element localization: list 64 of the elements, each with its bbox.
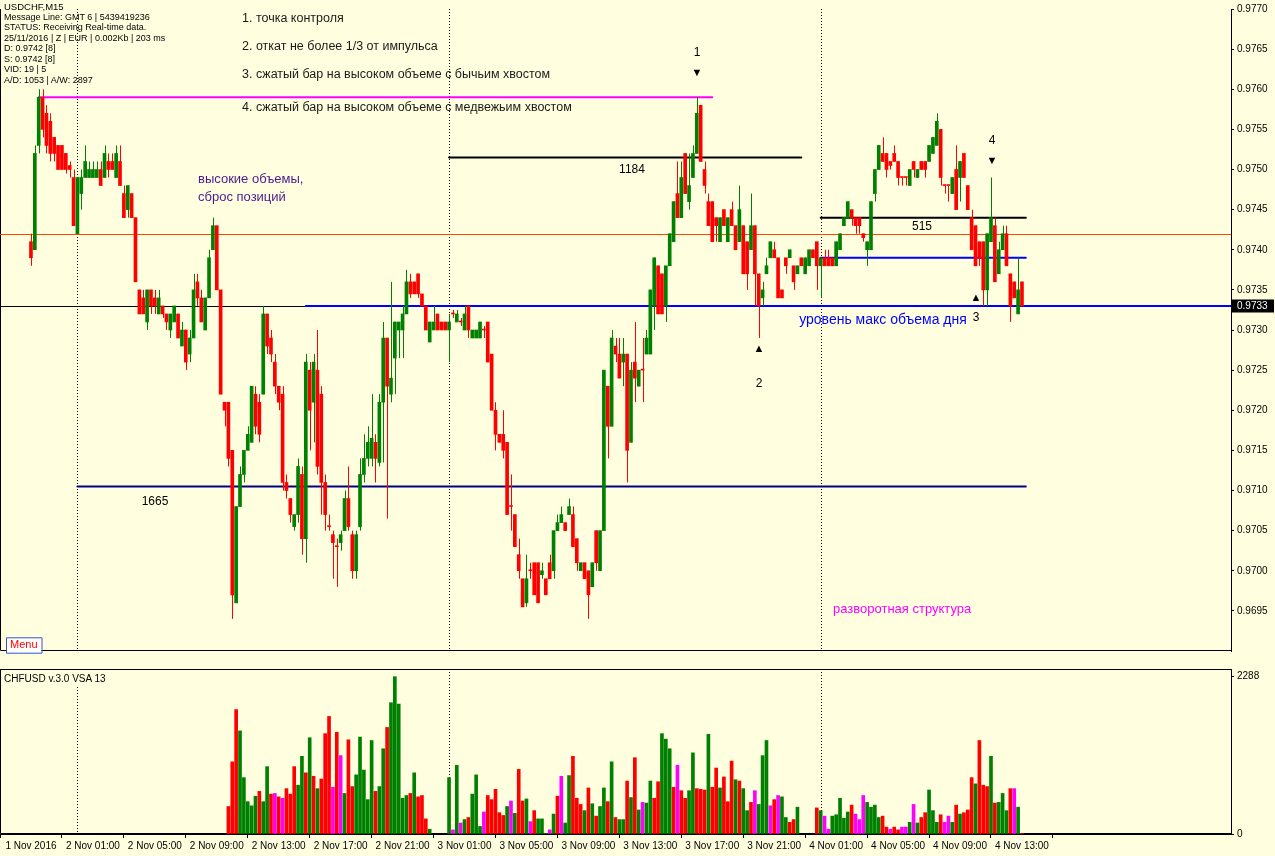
y-tick-label: 0.9725 — [1237, 363, 1269, 375]
annotation: 1 — [693, 45, 701, 60]
annotation: ▲ — [970, 291, 982, 304]
x-tick-label: 4 Nov 01:00 — [809, 839, 864, 851]
y-tick-label: 0.9765 — [1237, 42, 1269, 54]
annotation: STATUS: Receiving Real-time data. — [4, 22, 147, 33]
y-tick-label: 0.9695 — [1237, 604, 1269, 616]
annotation: 1. точка контроля — [242, 11, 344, 26]
y-tick-label: 0.9750 — [1237, 163, 1269, 175]
x-tick-label: 1 Nov 2016 — [5, 839, 57, 851]
annotation: 2. откат не более 1/3 от импульса — [242, 39, 438, 54]
annotation: 25/11/2016 | Z | EUR | 0.002Kb | 203 ms — [4, 32, 166, 43]
y-tick-label: 0 — [1237, 827, 1243, 839]
annotation: 4. сжатый бар на высоком объеме с медвежьим хвостом — [242, 100, 572, 115]
x-tick-label: 3 Nov 09:00 — [561, 839, 616, 851]
x-tick-label: 4 Nov 13:00 — [994, 839, 1050, 851]
chart-title: CHFUSD v.3.0 VSA 13 — [4, 672, 106, 684]
x-tick-label: 3 Nov 13:00 — [623, 839, 678, 851]
annotation: VID: 19 | 5 — [4, 64, 47, 75]
y-tick-label: 0.9700 — [1237, 564, 1269, 576]
x-tick-label: 3 Nov 17:00 — [685, 839, 740, 851]
y-tick-label: 0.9710 — [1237, 484, 1269, 496]
x-tick-label: 4 Nov 05:00 — [871, 839, 926, 851]
annotation: Menu — [10, 638, 38, 651]
annotation: 3 — [972, 310, 980, 325]
annotation: 515 — [911, 219, 933, 234]
annotation: S: 0.9742 [8] — [4, 53, 56, 64]
x-tick-label: 4 Nov 09:00 — [933, 839, 988, 851]
y-tick-label: 0.9740 — [1237, 243, 1269, 255]
annotation: высокие объемы, сброс позиций — [198, 170, 304, 204]
chart-title: USDCHF,M15 — [4, 0, 64, 12]
x-tick-label: 2 Nov 09:00 — [189, 839, 245, 851]
x-tick-label: 2 Nov 13:00 — [251, 839, 307, 851]
x-tick-label: 3 Nov 21:00 — [747, 839, 802, 851]
ref-line-label: 0.9733 — [1237, 300, 1269, 312]
y-tick-label: 0.9760 — [1237, 83, 1269, 94]
y-tick-label: 0.9735 — [1237, 283, 1269, 295]
annotation: A/D: 1053 | A/W: 2897 — [4, 74, 93, 85]
x-tick-label: 2 Nov 01:00 — [65, 839, 121, 851]
x-tick-label: 2 Nov 05:00 — [127, 839, 183, 851]
y-tick-label: 0.9720 — [1237, 404, 1269, 415]
y-tick-label: 0.9770 — [1237, 2, 1269, 14]
y-tick-label: 0.9715 — [1237, 444, 1269, 456]
annotation: 2 — [755, 376, 763, 391]
y-tick-label: 2288 — [1237, 670, 1260, 682]
annotation: ▲ — [753, 342, 765, 355]
annotation: ▼ — [691, 66, 703, 79]
x-tick-label: 3 Nov 05:00 — [499, 839, 554, 851]
annotation: 4 — [988, 133, 996, 148]
y-tick-label: 0.9755 — [1237, 123, 1269, 135]
annotation: разворотная структура — [833, 600, 973, 616]
annotation: 3. сжатый бар на высоком объеме с бычьим хвостом — [242, 67, 551, 82]
x-tick-label: 2 Nov 21:00 — [375, 839, 430, 851]
annotation: 1184 — [619, 162, 646, 177]
y-tick-label: 0.9705 — [1237, 524, 1269, 536]
annotation: Message Line: GMT 6 | 5439419236 — [4, 11, 150, 22]
x-tick-label: 2 Nov 17:00 — [313, 839, 369, 851]
annotation: D: 0.9742 [8] — [4, 43, 56, 54]
annotation: 1665 — [141, 494, 169, 509]
annotation: уровень макс объема дня — [799, 310, 967, 327]
annotation: ▼ — [986, 154, 998, 167]
y-tick-label: 0.9745 — [1237, 203, 1269, 215]
x-tick-label: 3 Nov 01:00 — [437, 839, 492, 851]
y-tick-label: 0.9730 — [1237, 323, 1269, 335]
